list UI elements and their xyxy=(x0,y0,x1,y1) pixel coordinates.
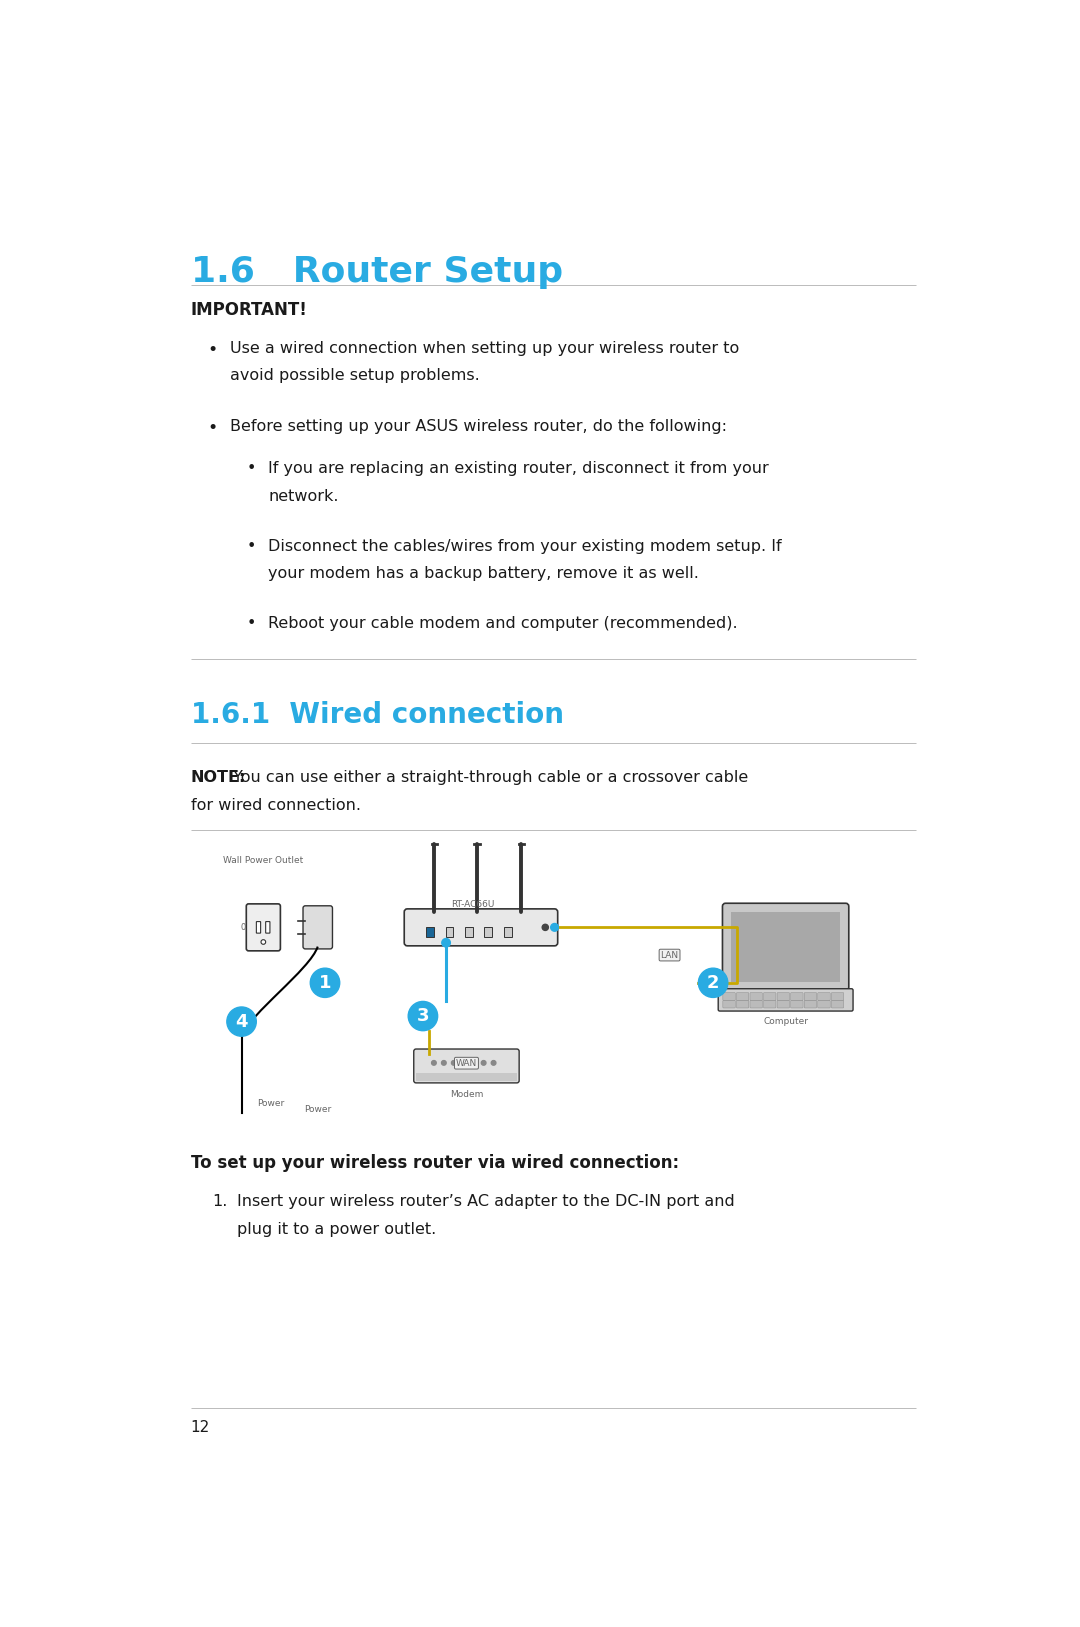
Text: WAN: WAN xyxy=(456,1059,477,1067)
FancyBboxPatch shape xyxy=(778,992,789,1001)
FancyBboxPatch shape xyxy=(718,989,853,1010)
FancyBboxPatch shape xyxy=(750,1001,762,1009)
Text: Reboot your cable modem and computer (recommended).: Reboot your cable modem and computer (re… xyxy=(268,617,738,631)
Text: Disconnect the cables/wires from your existing modem setup. If: Disconnect the cables/wires from your ex… xyxy=(268,539,782,553)
FancyBboxPatch shape xyxy=(723,992,735,1001)
Circle shape xyxy=(699,968,728,997)
FancyBboxPatch shape xyxy=(791,992,804,1001)
Circle shape xyxy=(442,1061,446,1066)
Text: network.: network. xyxy=(268,488,339,504)
Circle shape xyxy=(551,924,558,931)
FancyBboxPatch shape xyxy=(750,992,762,1001)
FancyBboxPatch shape xyxy=(266,921,270,934)
Text: •: • xyxy=(207,418,218,436)
Circle shape xyxy=(310,968,340,997)
Text: Use a wired connection when setting up your wireless router to: Use a wired connection when setting up y… xyxy=(230,340,739,356)
FancyBboxPatch shape xyxy=(303,906,333,949)
FancyBboxPatch shape xyxy=(416,1072,517,1080)
FancyBboxPatch shape xyxy=(764,992,775,1001)
FancyBboxPatch shape xyxy=(737,1001,748,1009)
Text: •: • xyxy=(246,617,256,631)
Text: You can use either a straight-through cable or a crossover cable: You can use either a straight-through ca… xyxy=(228,771,748,786)
FancyBboxPatch shape xyxy=(723,1001,735,1009)
Circle shape xyxy=(471,1061,476,1066)
Circle shape xyxy=(408,1002,437,1030)
FancyBboxPatch shape xyxy=(504,927,512,937)
FancyBboxPatch shape xyxy=(805,992,816,1001)
Text: Wall Power Outlet: Wall Power Outlet xyxy=(224,856,303,866)
Text: Insert your wireless router’s AC adapter to the DC-IN port and: Insert your wireless router’s AC adapter… xyxy=(238,1194,735,1209)
Text: 0: 0 xyxy=(240,923,245,932)
FancyBboxPatch shape xyxy=(485,927,492,937)
Text: 1.: 1. xyxy=(213,1194,228,1209)
FancyBboxPatch shape xyxy=(446,927,454,937)
Text: Power: Power xyxy=(257,1100,284,1108)
Text: RT-AC66U: RT-AC66U xyxy=(451,900,495,909)
Text: If you are replacing an existing router, disconnect it from your: If you are replacing an existing router,… xyxy=(268,460,769,475)
FancyBboxPatch shape xyxy=(805,1001,816,1009)
Text: 1.6.1  Wired connection: 1.6.1 Wired connection xyxy=(191,701,564,729)
Text: Before setting up your ASUS wireless router, do the following:: Before setting up your ASUS wireless rou… xyxy=(230,418,727,433)
Circle shape xyxy=(442,939,450,947)
Text: 1: 1 xyxy=(319,975,332,992)
Text: plug it to a power outlet.: plug it to a power outlet. xyxy=(238,1222,436,1237)
FancyBboxPatch shape xyxy=(832,1001,843,1009)
Text: 2: 2 xyxy=(706,975,719,992)
FancyBboxPatch shape xyxy=(246,905,281,950)
Text: •: • xyxy=(246,460,256,475)
FancyBboxPatch shape xyxy=(818,1001,831,1009)
FancyBboxPatch shape xyxy=(414,1049,519,1084)
Circle shape xyxy=(451,1061,456,1066)
Text: LAN: LAN xyxy=(661,950,678,960)
Text: your modem has a backup battery, remove it as well.: your modem has a backup battery, remove … xyxy=(268,566,699,581)
Circle shape xyxy=(261,940,266,944)
Circle shape xyxy=(461,1061,467,1066)
Text: IMPORTANT!: IMPORTANT! xyxy=(191,301,308,319)
Text: for wired connection.: for wired connection. xyxy=(191,799,361,814)
FancyBboxPatch shape xyxy=(764,1001,775,1009)
Circle shape xyxy=(432,1061,436,1066)
FancyBboxPatch shape xyxy=(723,903,849,991)
FancyBboxPatch shape xyxy=(791,1001,804,1009)
FancyBboxPatch shape xyxy=(256,921,260,934)
Text: •: • xyxy=(207,340,218,360)
Text: To set up your wireless router via wired connection:: To set up your wireless router via wired… xyxy=(191,1154,679,1171)
FancyBboxPatch shape xyxy=(818,992,831,1001)
Circle shape xyxy=(542,924,549,931)
FancyBboxPatch shape xyxy=(404,909,557,945)
Text: Computer: Computer xyxy=(764,1017,808,1027)
FancyBboxPatch shape xyxy=(832,992,843,1001)
FancyBboxPatch shape xyxy=(427,927,434,937)
Circle shape xyxy=(227,1007,256,1036)
Text: 3: 3 xyxy=(417,1007,429,1025)
FancyBboxPatch shape xyxy=(737,992,748,1001)
FancyBboxPatch shape xyxy=(465,927,473,937)
FancyBboxPatch shape xyxy=(778,1001,789,1009)
Text: 12: 12 xyxy=(191,1420,210,1435)
Text: 4: 4 xyxy=(235,1012,247,1030)
Text: Power: Power xyxy=(305,1105,332,1114)
Circle shape xyxy=(482,1061,486,1066)
Text: Modem: Modem xyxy=(449,1090,483,1098)
FancyBboxPatch shape xyxy=(731,911,840,981)
Text: •: • xyxy=(246,539,256,553)
Text: avoid possible setup problems.: avoid possible setup problems. xyxy=(230,368,480,384)
Text: NOTE:: NOTE: xyxy=(191,771,246,786)
Circle shape xyxy=(491,1061,496,1066)
Text: 1.6   Router Setup: 1.6 Router Setup xyxy=(191,254,563,288)
